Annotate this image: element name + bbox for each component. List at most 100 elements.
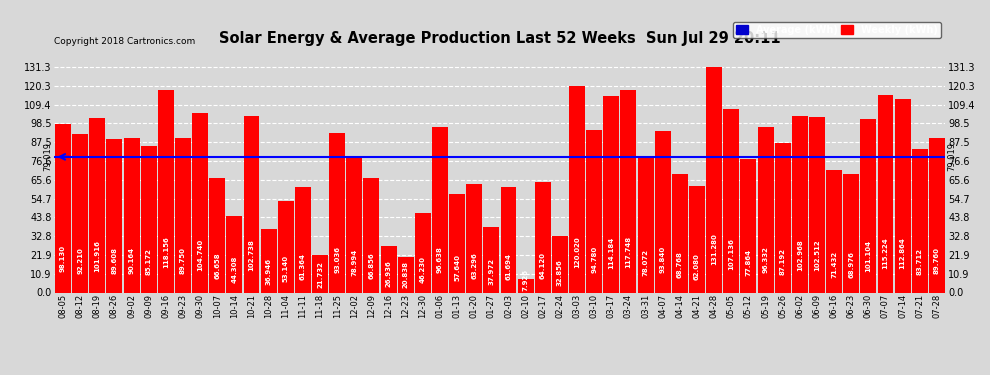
Text: 102.968: 102.968 bbox=[797, 240, 803, 271]
Text: 62.080: 62.080 bbox=[694, 253, 700, 280]
Text: 78.072: 78.072 bbox=[643, 249, 648, 276]
Bar bbox=[483, 227, 499, 292]
Text: 26.936: 26.936 bbox=[385, 260, 392, 287]
Bar bbox=[55, 124, 71, 292]
Text: 21.732: 21.732 bbox=[317, 261, 323, 288]
Bar bbox=[227, 216, 243, 292]
Text: 79.019: 79.019 bbox=[947, 142, 956, 171]
Bar bbox=[552, 236, 568, 292]
Bar bbox=[244, 116, 259, 292]
Bar bbox=[89, 117, 105, 292]
Text: 87.192: 87.192 bbox=[780, 248, 786, 274]
Text: 107.136: 107.136 bbox=[729, 238, 735, 270]
Text: 94.780: 94.780 bbox=[591, 246, 597, 273]
Bar bbox=[107, 139, 123, 292]
Text: 89.750: 89.750 bbox=[180, 247, 186, 274]
Text: 7.926: 7.926 bbox=[523, 269, 529, 291]
Bar bbox=[141, 146, 156, 292]
Bar bbox=[72, 134, 88, 292]
Text: 85.172: 85.172 bbox=[146, 248, 151, 275]
Bar bbox=[380, 246, 397, 292]
Bar bbox=[175, 138, 191, 292]
Bar bbox=[432, 127, 447, 292]
Text: Copyright 2018 Cartronics.com: Copyright 2018 Cartronics.com bbox=[54, 38, 196, 46]
Text: 77.864: 77.864 bbox=[745, 249, 751, 276]
Bar bbox=[929, 138, 944, 292]
Text: 92.210: 92.210 bbox=[77, 247, 83, 273]
Text: 83.712: 83.712 bbox=[917, 248, 923, 275]
Bar bbox=[724, 109, 740, 292]
Bar bbox=[826, 170, 842, 292]
Legend: Average (kWh), Weekly (kWh): Average (kWh), Weekly (kWh) bbox=[734, 22, 940, 38]
Text: 90.164: 90.164 bbox=[129, 247, 135, 274]
Text: 79.019: 79.019 bbox=[44, 142, 52, 171]
Text: 20.838: 20.838 bbox=[403, 261, 409, 288]
Bar bbox=[621, 90, 637, 292]
Bar bbox=[501, 187, 517, 292]
Bar bbox=[312, 255, 328, 292]
Bar bbox=[363, 178, 379, 292]
Text: 66.856: 66.856 bbox=[368, 252, 374, 279]
Text: 68.976: 68.976 bbox=[848, 251, 854, 278]
Bar bbox=[415, 213, 431, 292]
Bar bbox=[775, 143, 791, 292]
Bar bbox=[278, 201, 294, 292]
Text: 63.296: 63.296 bbox=[471, 253, 477, 279]
Text: 104.740: 104.740 bbox=[197, 238, 203, 271]
Text: 89.760: 89.760 bbox=[934, 247, 940, 274]
Text: 114.184: 114.184 bbox=[608, 237, 615, 269]
Text: 112.864: 112.864 bbox=[900, 237, 906, 269]
Bar bbox=[741, 159, 756, 292]
Text: 120.020: 120.020 bbox=[574, 236, 580, 268]
Text: 36.946: 36.946 bbox=[265, 258, 271, 285]
Text: 118.156: 118.156 bbox=[162, 236, 169, 268]
Text: 57.640: 57.640 bbox=[454, 254, 460, 280]
Text: 115.224: 115.224 bbox=[882, 237, 888, 269]
Text: 61.694: 61.694 bbox=[506, 253, 512, 280]
Bar bbox=[330, 133, 346, 292]
Bar bbox=[535, 182, 550, 292]
Text: 93.840: 93.840 bbox=[659, 246, 665, 273]
Title: Solar Energy & Average Production Last 52 Weeks  Sun Jul 29 20:11: Solar Energy & Average Production Last 5… bbox=[219, 31, 781, 46]
Bar bbox=[638, 159, 653, 292]
Bar bbox=[877, 95, 893, 292]
Bar bbox=[586, 130, 602, 292]
Text: 117.748: 117.748 bbox=[626, 236, 632, 268]
Bar bbox=[706, 67, 722, 292]
Bar bbox=[124, 138, 140, 292]
Bar bbox=[157, 90, 174, 292]
Bar bbox=[689, 186, 705, 292]
Text: 93.036: 93.036 bbox=[335, 246, 341, 273]
Bar bbox=[895, 99, 911, 292]
Text: 44.308: 44.308 bbox=[232, 256, 238, 284]
Bar bbox=[398, 257, 414, 292]
Bar bbox=[449, 194, 465, 292]
Text: 96.638: 96.638 bbox=[437, 246, 443, 273]
Bar bbox=[809, 117, 825, 292]
Bar bbox=[843, 174, 859, 292]
Bar bbox=[792, 116, 808, 292]
Bar bbox=[192, 113, 208, 292]
Text: 66.658: 66.658 bbox=[214, 252, 220, 279]
Text: 78.994: 78.994 bbox=[351, 249, 357, 276]
Text: 53.140: 53.140 bbox=[283, 254, 289, 282]
Bar bbox=[860, 119, 876, 292]
Text: 61.364: 61.364 bbox=[300, 253, 306, 280]
Bar bbox=[654, 131, 670, 292]
Text: 101.104: 101.104 bbox=[865, 240, 871, 272]
Text: 101.916: 101.916 bbox=[94, 240, 100, 272]
Text: 64.120: 64.120 bbox=[540, 252, 545, 279]
Bar bbox=[603, 96, 620, 292]
Text: 37.972: 37.972 bbox=[488, 258, 494, 285]
Bar bbox=[518, 279, 534, 292]
Text: 102.512: 102.512 bbox=[814, 240, 820, 272]
Text: 32.856: 32.856 bbox=[557, 259, 563, 286]
Text: 102.738: 102.738 bbox=[248, 240, 254, 272]
Bar bbox=[757, 127, 773, 292]
Bar bbox=[912, 149, 928, 292]
Bar bbox=[466, 184, 482, 292]
Text: 131.280: 131.280 bbox=[711, 234, 717, 266]
Bar bbox=[346, 157, 362, 292]
Text: 96.332: 96.332 bbox=[762, 246, 768, 273]
Text: 68.768: 68.768 bbox=[677, 252, 683, 278]
